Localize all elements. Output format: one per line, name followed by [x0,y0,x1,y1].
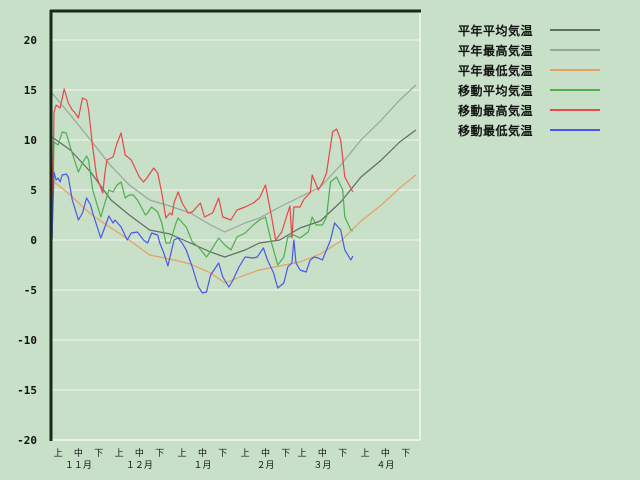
series-lines [51,84,417,294]
x-dekad-label: 下 [218,449,227,459]
x-dekad-label: 上 [115,448,124,459]
legend-item: 移動平均気温 [458,80,600,100]
legend-swatch [550,69,600,71]
legend-swatch [550,29,600,31]
legend-item: 平年平均気温 [458,20,600,40]
x-month-label: １月 [193,460,211,471]
y-tick-label: 0 [30,234,37,247]
x-month-label: ２月 [256,460,274,471]
x-dekad-label: 中 [198,447,207,459]
x-dekad-label: 下 [281,449,290,459]
y-tick-label: -15 [17,384,37,397]
x-dekad-label: 中 [381,447,390,459]
legend-item: 移動最低気温 [458,120,600,140]
legend-label: 移動最低気温 [458,123,534,138]
legend-label: 平年平均気温 [458,23,534,38]
legend-label: 移動平均気温 [458,83,534,98]
y-tick-label: -5 [24,284,37,297]
y-tick-label: 10 [24,134,37,147]
x-month-label: ４月 [376,460,394,471]
series-line-平年最高気温 [51,84,417,233]
legend-label: 平年最高気温 [458,43,534,58]
y-axis-ticks: 20 15 10 5 0 -5 -10 -15 -20 [17,34,37,447]
legend-item: 移動最高気温 [458,100,600,120]
x-dekad-label: 下 [155,449,164,459]
x-dekad-label: 下 [338,449,347,459]
x-dekad-label: 下 [94,449,103,459]
x-dekad-label: 中 [318,447,327,459]
x-month-label: ３月 [313,460,331,471]
legend-swatch [550,89,600,91]
x-dekad-label: 上 [241,448,250,459]
x-dekad-label: 中 [135,447,144,459]
legend-label: 移動最高気温 [458,103,534,118]
series-line-移動最低気温 [51,171,354,294]
y-tick-label: -10 [17,334,37,347]
legend-swatch [550,109,600,111]
legend-label: 平年最低気温 [458,63,534,78]
x-dekad-label: 中 [261,447,270,459]
series-line-移動平均気温 [51,131,354,266]
legend-swatch [550,129,600,131]
x-dekad-label: 中 [74,447,83,459]
legend-item: 平年最高気温 [458,40,600,60]
y-tick-label: 15 [24,84,37,97]
x-axis-ticks: 上中下１１月上中下１２月上中下１月上中下２月上中下３月上中下４月 [54,447,411,471]
x-dekad-label: 上 [54,448,63,459]
y-tick-label: 5 [30,184,37,197]
x-dekad-label: 上 [361,448,370,459]
series-line-平年平均気温 [51,129,417,258]
legend-swatch [550,49,600,51]
legend: 平年平均気温 平年最高気温 平年最低気温 移動平均気温 移動最高気温 移動最低気… [458,20,600,140]
series-line-平年最低気温 [51,174,417,284]
x-month-label: １２月 [126,460,153,471]
legend-item: 平年最低気温 [458,60,600,80]
x-dekad-label: 下 [401,449,410,459]
x-dekad-label: 上 [298,448,307,459]
series-line-移動最高気温 [51,88,354,241]
y-tick-label: -20 [17,434,37,447]
x-month-label: １１月 [65,460,92,471]
y-tick-label: 20 [24,34,37,47]
x-dekad-label: 上 [178,448,187,459]
